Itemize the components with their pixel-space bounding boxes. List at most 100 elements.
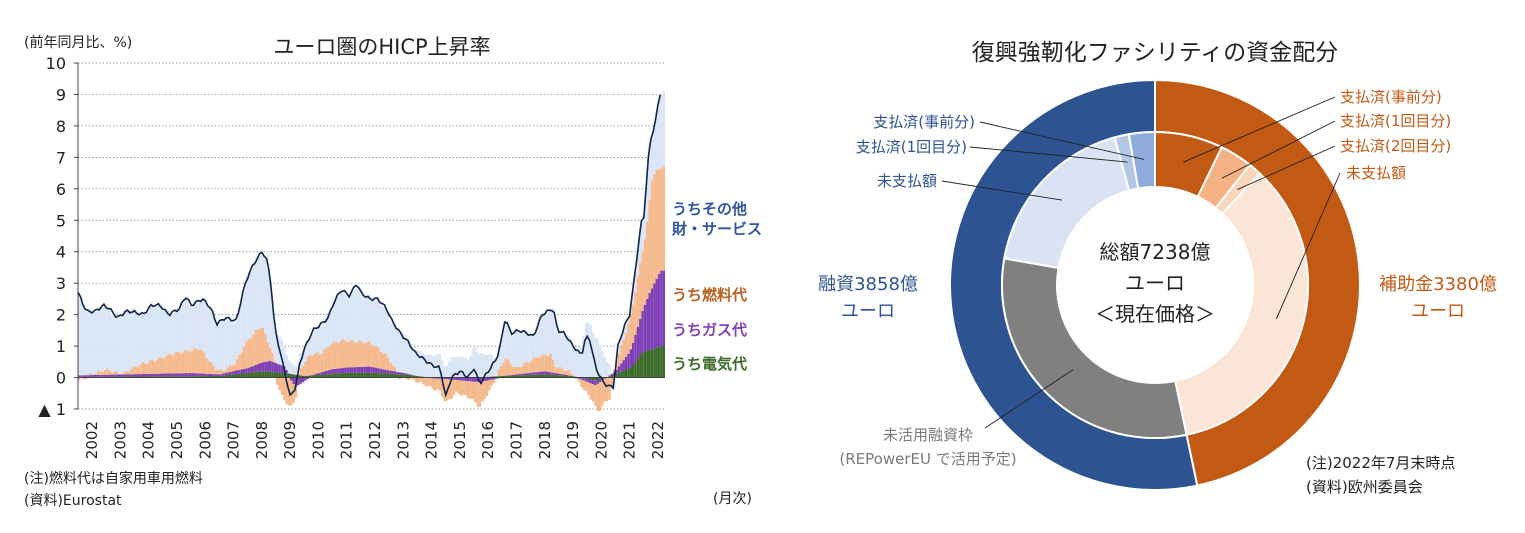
bar-segment: [462, 377, 465, 381]
bar-segment: [174, 352, 178, 374]
bar-segment-other: [551, 308, 555, 360]
bar-segment: [516, 375, 519, 378]
bar-segment: [502, 362, 505, 376]
bar-segment: [181, 376, 185, 378]
bar-segment: [391, 365, 394, 372]
bar-segment-other: [596, 339, 599, 378]
bar-segment-other: [243, 287, 246, 347]
bar-segment-other: [573, 347, 576, 377]
bar-segment: [99, 370, 102, 375]
bar-segment: [309, 375, 312, 378]
bar-segment-other: [344, 295, 347, 342]
slice-label: 支払済(事前分): [1340, 88, 1442, 106]
bar-segment: [398, 372, 401, 375]
bar-segment: [158, 373, 161, 377]
bar-segment-other: [525, 330, 529, 363]
unit-label: (前年同月比、%): [24, 34, 132, 51]
bar-segment: [108, 374, 112, 377]
bar-segment: [530, 372, 533, 375]
bar-segment: [101, 372, 104, 375]
bar-segment: [202, 373, 206, 377]
bar-segment: [233, 374, 236, 378]
bar-segment-other: [330, 307, 333, 345]
bar-segment: [419, 376, 423, 378]
bar-segment: [210, 376, 213, 378]
bar-segment-other: [94, 311, 97, 374]
bar-segment: [188, 373, 192, 377]
bar-segment: [412, 375, 416, 378]
bar-segment-other: [603, 357, 607, 378]
bar-segment-other: [346, 297, 350, 343]
series-label: うち燃料代: [672, 286, 747, 304]
bar-segment: [589, 379, 592, 384]
bar-segment: [172, 373, 175, 377]
bar-segment-other: [379, 304, 383, 352]
bar-segment: [514, 375, 517, 378]
bar-segment: [111, 374, 114, 377]
bar-segment: [219, 369, 222, 375]
bar-segment: [276, 377, 279, 385]
center-line: ＜現在価格＞: [1095, 302, 1215, 326]
bar-segment-other: [391, 323, 394, 366]
bar-segment: [349, 340, 352, 368]
bar-segment-other: [358, 287, 361, 341]
bar-segment: [299, 375, 302, 378]
bar-segment: [544, 374, 548, 378]
leader-line: [979, 121, 1145, 160]
bar-segment: [615, 373, 618, 378]
bar-segment: [459, 377, 463, 381]
bar-segment: [259, 371, 262, 378]
bar-segment: [476, 382, 479, 407]
bar-segment-other: [174, 308, 178, 353]
bar-segment: [120, 374, 123, 377]
bar-segment: [245, 372, 248, 378]
bar-segment: [532, 372, 536, 375]
x-tick-label: 2005: [168, 421, 186, 459]
bar-segment: [509, 363, 512, 376]
bar-segment: [247, 372, 251, 378]
bar-segment: [158, 376, 161, 378]
bar-segment-other: [224, 321, 227, 371]
bar-segment: [254, 329, 258, 365]
bar-segment: [624, 369, 628, 378]
bar-segment: [544, 355, 548, 372]
bar-segment-other: [144, 314, 147, 364]
bar-segment: [212, 376, 215, 378]
bar-segment: [485, 380, 489, 397]
bar-segment: [214, 375, 218, 378]
bar-segment: [436, 378, 439, 390]
bar-segment: [134, 376, 137, 378]
bar-segment-other: [268, 278, 272, 348]
bar-segment: [410, 375, 413, 378]
bar-segment: [148, 373, 152, 377]
bar-segment-other: [313, 328, 317, 354]
y-tick-label: 8: [56, 117, 66, 136]
bar-segment: [561, 374, 564, 376]
bar-segment-other: [530, 335, 533, 361]
bar-segment-other: [375, 296, 378, 347]
bar-segment: [202, 352, 206, 374]
bar-segment: [589, 377, 592, 380]
bar-segment-other: [565, 335, 569, 371]
slice-label: 未活用融資枠: [883, 426, 973, 444]
bar-segment: [478, 377, 482, 383]
bar-segment-other: [339, 289, 343, 341]
y-tick-label: 4: [56, 243, 66, 262]
bar-segment: [330, 344, 333, 370]
leader-lines: [941, 96, 1341, 429]
bar-segment: [358, 372, 361, 378]
bar-segment: [481, 381, 484, 402]
bar-segment-other: [429, 354, 432, 378]
bar-segment: [306, 375, 310, 378]
donut-source: (資料)欧州委員会: [1306, 478, 1423, 496]
center-line: ユーロ: [1125, 271, 1185, 295]
bar-segment-other: [502, 330, 505, 363]
bar-segment-other: [323, 318, 326, 350]
bar-segment-other: [87, 308, 90, 375]
bar-segment-other: [349, 294, 352, 341]
bar-segment-other: [372, 299, 376, 347]
bar-segment: [316, 352, 319, 374]
bar-segment: [205, 376, 208, 378]
bar-segment: [561, 375, 564, 378]
